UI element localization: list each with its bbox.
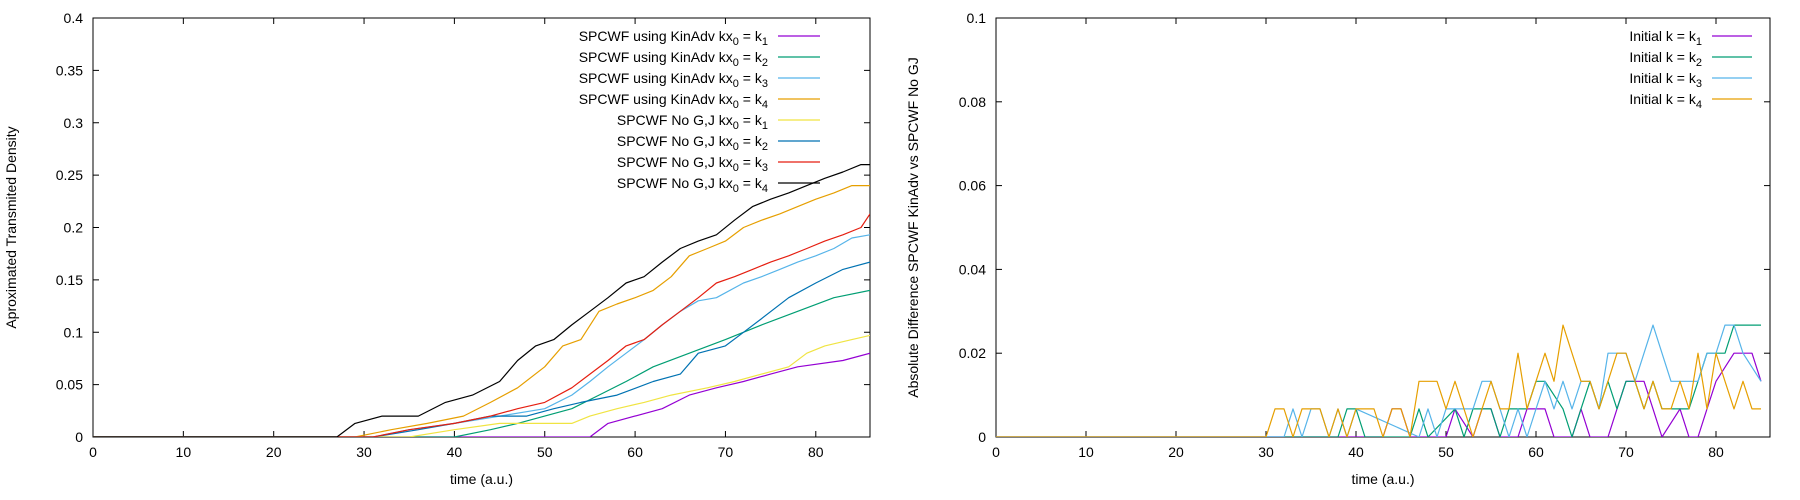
- series-line-8: [93, 164, 870, 437]
- y-tick-label: 0.05: [56, 377, 83, 393]
- x-axis-label: time (a.u.): [450, 471, 513, 487]
- legend-entry-label: SPCWF No G,J kx0 = k1: [617, 112, 768, 132]
- y-tick-label: 0: [75, 429, 83, 445]
- y-tick-label: 0.2: [64, 220, 84, 236]
- y-tick-label: 0.25: [56, 167, 83, 183]
- y-tick-label: 0.15: [56, 272, 83, 288]
- series-line-7: [93, 213, 870, 437]
- legend-entry-label: Initial k = k1: [1629, 28, 1702, 48]
- y-tick-label: 0.06: [959, 178, 986, 194]
- x-tick-label: 80: [1708, 444, 1724, 460]
- y-tick-label: 0.3: [64, 115, 84, 131]
- x-tick-label: 20: [266, 444, 282, 460]
- legend-entry-label: SPCWF using KinAdv kx0 = k4: [579, 91, 768, 111]
- x-tick-label: 30: [1258, 444, 1274, 460]
- legend-entry-label: SPCWF No G,J kx0 = k2: [617, 133, 768, 153]
- series-line-1: [93, 352, 870, 437]
- y-tick-label: 0.1: [967, 10, 987, 26]
- legend-entry-label: SPCWF using KinAdv kx0 = k1: [579, 28, 768, 48]
- y-axis-label: Aproximated Transmited Density: [3, 126, 19, 328]
- series-line-4: [93, 185, 870, 437]
- legend-entry-label: SPCWF using KinAdv kx0 = k2: [579, 49, 768, 69]
- x-tick-label: 50: [1438, 444, 1454, 460]
- legend-entry-label: SPCWF using KinAdv kx0 = k3: [579, 70, 768, 90]
- x-tick-label: 10: [1078, 444, 1094, 460]
- legend-entry-label: SPCWF No G,J kx0 = k4: [617, 175, 768, 195]
- x-tick-label: 30: [356, 444, 372, 460]
- y-tick-label: 0.04: [959, 261, 986, 277]
- transmitted-density-series-group: [93, 164, 870, 437]
- x-tick-label: 70: [718, 444, 734, 460]
- y-tick-label: 0.35: [56, 62, 83, 78]
- x-tick-label: 10: [176, 444, 192, 460]
- series-line-4: [996, 324, 1761, 437]
- x-tick-label: 50: [537, 444, 553, 460]
- x-tick-label: 40: [1348, 444, 1364, 460]
- y-tick-label: 0.1: [64, 324, 84, 340]
- series-line-2: [996, 324, 1761, 437]
- y-tick-label: 0.02: [959, 345, 986, 361]
- x-tick-label: 60: [627, 444, 643, 460]
- x-tick-label: 20: [1168, 444, 1184, 460]
- x-tick-label: 0: [89, 444, 97, 460]
- y-tick-label: 0.08: [959, 94, 986, 110]
- x-axis-label: time (a.u.): [1351, 471, 1414, 487]
- absolute-difference-series-group: [996, 324, 1762, 437]
- y-axis-label: Absolute Difference SPCWF KinAdv vs SPCW…: [905, 57, 921, 398]
- legend-entry-label: Initial k = k3: [1629, 70, 1702, 90]
- series-line-5: [93, 334, 870, 437]
- absolute-difference-chart: 0 10 20 30 40 50 60 70 80 0 0.02 0.04 0.06 0.08 0.1 tim…: [905, 10, 1771, 487]
- series-line-2: [93, 289, 870, 437]
- legend-entry-label: Initial k = k2: [1629, 49, 1702, 69]
- x-tick-label: 60: [1528, 444, 1544, 460]
- y-tick-label: 0: [978, 429, 986, 445]
- legend-entry-label: Initial k = k4: [1629, 91, 1702, 111]
- transmitted-density-chart: 0 10 20 30 40 50 60 70 80 0 0.05 0.1 0.15 0.2 0.25 0.3 0…: [3, 10, 871, 487]
- legend-entry-label: SPCWF No G,J kx0 = k3: [617, 154, 768, 174]
- x-tick-label: 70: [1618, 444, 1634, 460]
- x-tick-label: 0: [992, 444, 1000, 460]
- x-tick-label: 80: [808, 444, 824, 460]
- y-tick-label: 0.4: [64, 10, 84, 26]
- x-tick-label: 40: [447, 444, 463, 460]
